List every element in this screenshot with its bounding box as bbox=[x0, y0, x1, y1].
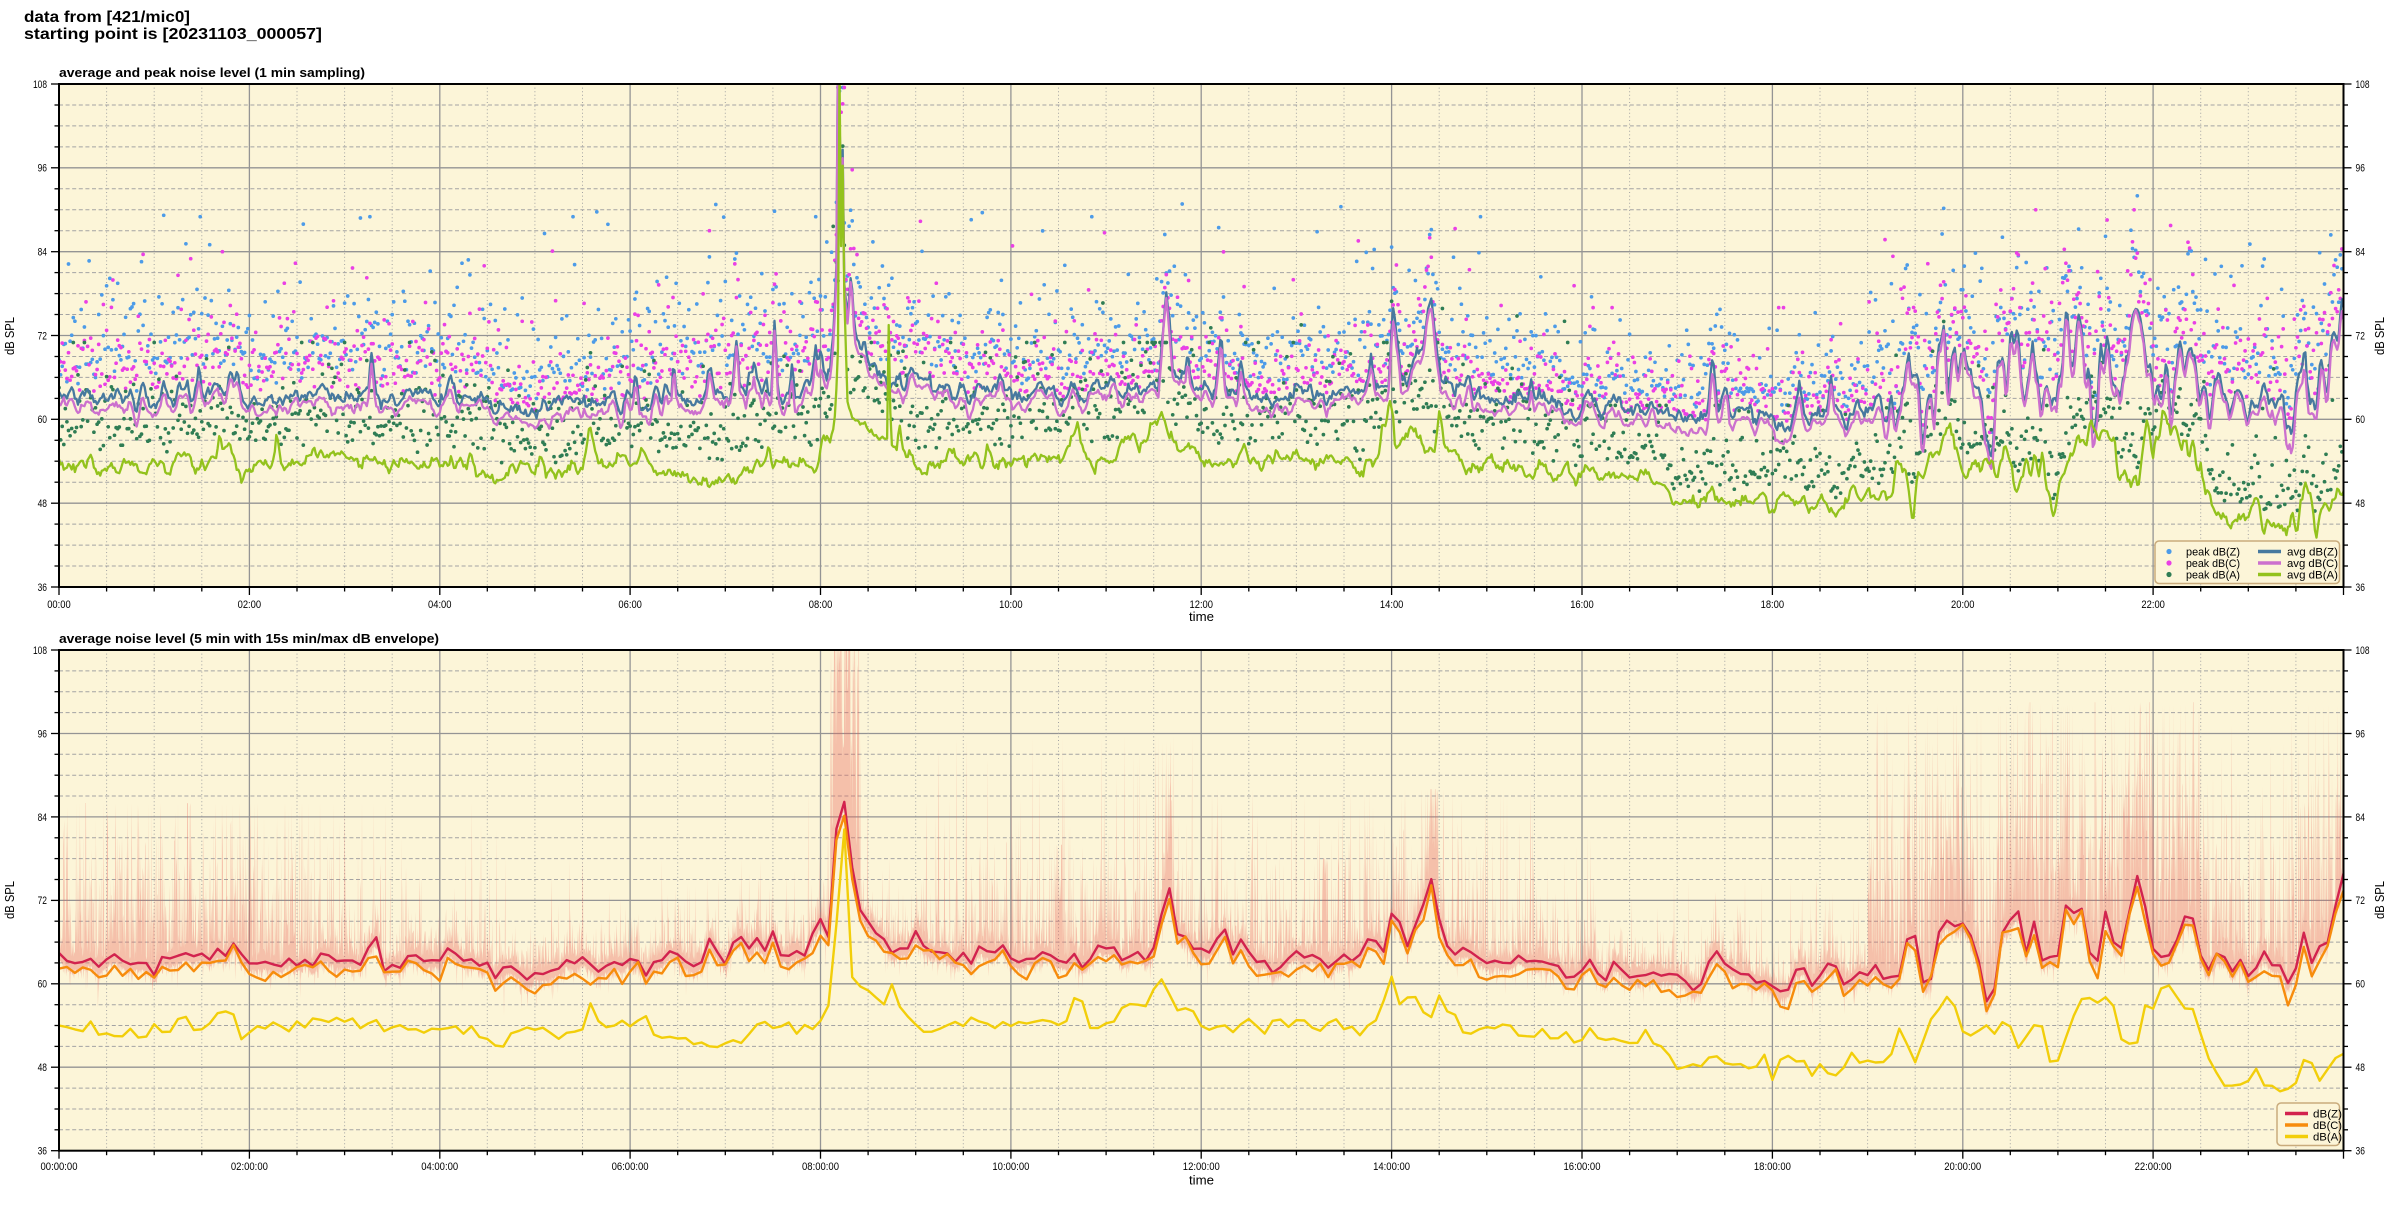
svg-text:108: 108 bbox=[2356, 645, 2370, 657]
svg-text:dB(Z): dB(Z) bbox=[2313, 1108, 2342, 1120]
svg-text:36: 36 bbox=[2356, 1146, 2365, 1158]
svg-text:96: 96 bbox=[38, 163, 47, 175]
svg-text:72: 72 bbox=[2356, 330, 2365, 342]
svg-text:dB(A): dB(A) bbox=[2313, 1131, 2342, 1143]
svg-text:20:00:00: 20:00:00 bbox=[1944, 1161, 1981, 1173]
svg-text:08:00: 08:00 bbox=[809, 599, 833, 611]
svg-text:108: 108 bbox=[33, 79, 47, 91]
svg-text:84: 84 bbox=[2356, 812, 2365, 824]
svg-text:84: 84 bbox=[38, 247, 47, 259]
svg-text:16:00: 16:00 bbox=[1570, 599, 1594, 611]
svg-text:18:00:00: 18:00:00 bbox=[1754, 1161, 1791, 1173]
svg-text:04:00: 04:00 bbox=[428, 599, 452, 611]
svg-text:16:00:00: 16:00:00 bbox=[1564, 1161, 1601, 1173]
svg-text:dB SPL: dB SPL bbox=[2372, 881, 2387, 919]
svg-text:06:00: 06:00 bbox=[618, 599, 642, 611]
svg-text:84: 84 bbox=[2356, 247, 2365, 259]
svg-text:04:00:00: 04:00:00 bbox=[421, 1161, 458, 1173]
svg-text:96: 96 bbox=[38, 728, 47, 740]
svg-text:avg dB(Z): avg dB(Z) bbox=[2287, 546, 2338, 558]
svg-text:dB(C): dB(C) bbox=[2313, 1120, 2342, 1132]
svg-text:48: 48 bbox=[2356, 1062, 2365, 1074]
svg-text:average and peak noise level (: average and peak noise level (1 min samp… bbox=[59, 65, 365, 80]
svg-text:72: 72 bbox=[38, 330, 47, 342]
svg-text:avg dB(C): avg dB(C) bbox=[2287, 558, 2338, 570]
svg-text:72: 72 bbox=[38, 895, 47, 907]
svg-text:peak dB(C): peak dB(C) bbox=[2186, 558, 2240, 570]
svg-text:36: 36 bbox=[2356, 582, 2365, 594]
svg-text:36: 36 bbox=[38, 582, 47, 594]
svg-text:10:00:00: 10:00:00 bbox=[992, 1161, 1029, 1173]
svg-text:06:00:00: 06:00:00 bbox=[612, 1161, 649, 1173]
svg-text:time: time bbox=[1189, 609, 1214, 624]
svg-text:60: 60 bbox=[2356, 979, 2365, 991]
svg-text:time: time bbox=[1189, 1173, 1214, 1188]
svg-text:96: 96 bbox=[2356, 728, 2365, 740]
svg-text:00:00:00: 00:00:00 bbox=[41, 1161, 78, 1173]
svg-text:60: 60 bbox=[38, 414, 47, 426]
svg-text:48: 48 bbox=[2356, 498, 2365, 510]
svg-text:peak dB(A): peak dB(A) bbox=[2186, 569, 2240, 581]
svg-text:14:00:00: 14:00:00 bbox=[1373, 1161, 1410, 1173]
svg-text:average noise level (5 min wit: average noise level (5 min with 15s min/… bbox=[59, 631, 439, 646]
svg-text:84: 84 bbox=[38, 812, 47, 824]
svg-text:dB SPL: dB SPL bbox=[2, 881, 17, 919]
svg-text:108: 108 bbox=[2356, 79, 2370, 91]
svg-text:dB SPL: dB SPL bbox=[2372, 317, 2387, 355]
svg-text:00:00: 00:00 bbox=[47, 599, 70, 611]
svg-text:18:00: 18:00 bbox=[1761, 599, 1785, 611]
svg-text:96: 96 bbox=[2356, 163, 2365, 175]
svg-text:14:00: 14:00 bbox=[1380, 599, 1404, 611]
svg-text:48: 48 bbox=[38, 498, 47, 510]
svg-text:12:00:00: 12:00:00 bbox=[1183, 1161, 1220, 1173]
svg-text:peak dB(Z): peak dB(Z) bbox=[2186, 546, 2240, 558]
svg-text:22:00:00: 22:00:00 bbox=[2135, 1161, 2172, 1173]
svg-text:48: 48 bbox=[38, 1062, 47, 1074]
svg-text:avg dB(A): avg dB(A) bbox=[2287, 569, 2338, 581]
svg-text:02:00:00: 02:00:00 bbox=[231, 1161, 268, 1173]
svg-text:60: 60 bbox=[2356, 414, 2365, 426]
svg-text:36: 36 bbox=[38, 1146, 47, 1158]
svg-text:108: 108 bbox=[33, 645, 47, 657]
svg-text:dB SPL: dB SPL bbox=[2, 317, 17, 355]
svg-text:12:00: 12:00 bbox=[1190, 599, 1214, 611]
svg-text:02:00: 02:00 bbox=[238, 599, 262, 611]
svg-text:22:00: 22:00 bbox=[2141, 599, 2165, 611]
svg-text:72: 72 bbox=[2356, 895, 2365, 907]
svg-text:10:00: 10:00 bbox=[999, 599, 1023, 611]
svg-text:60: 60 bbox=[38, 979, 47, 991]
svg-text:starting point is [20231103_00: starting point is [20231103_000057] bbox=[24, 26, 322, 43]
svg-text:data from [421/mic0]: data from [421/mic0] bbox=[24, 9, 190, 26]
svg-text:20:00: 20:00 bbox=[1951, 599, 1975, 611]
svg-text:08:00:00: 08:00:00 bbox=[802, 1161, 839, 1173]
